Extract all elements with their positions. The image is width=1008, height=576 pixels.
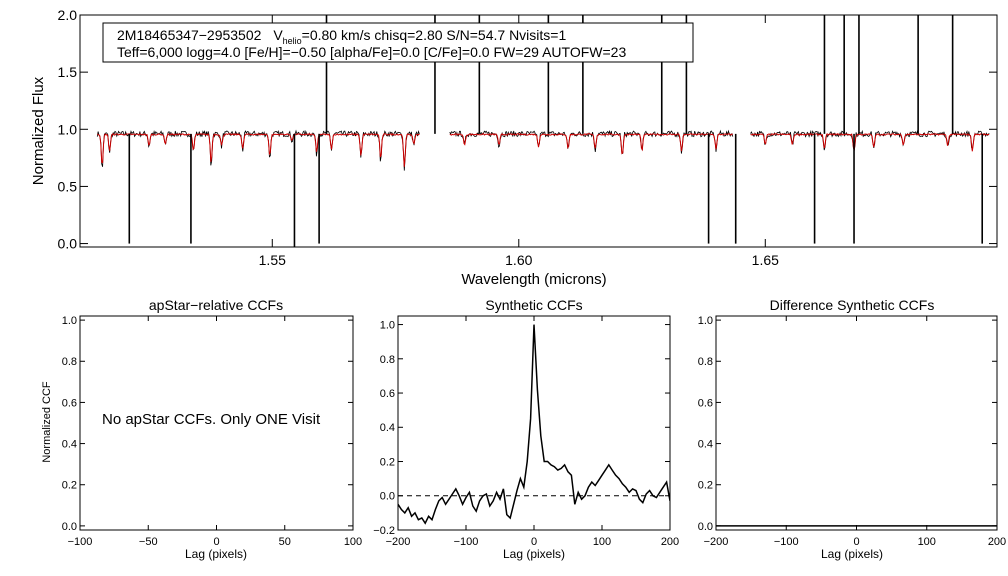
spectrum-x-axis-label: Wavelength (microns) [461, 271, 606, 288]
y-tick-label: 0.6 [62, 397, 77, 409]
synthetic-ccf-axes-frame [397, 315, 671, 531]
y-tick-label: 0.8 [698, 356, 713, 368]
y-tick-label: 0.0 [62, 521, 77, 533]
x-tick-label: 0 [213, 536, 219, 548]
apstar-ccf-ticks: −100 −50 0 50 100 0.0 0.2 0.4 0.6 0.8 1.0 [62, 315, 362, 548]
synthetic-ccf-line [398, 324, 670, 525]
y-tick-label: 0.2 [62, 480, 77, 492]
y-tick-label: 1.0 [380, 320, 395, 332]
y-tick-label: 0.2 [380, 456, 395, 468]
x-tick-label: −100 [68, 536, 93, 548]
x-tick-label: 100 [344, 536, 362, 548]
y-tick-label: 0.0 [698, 521, 713, 533]
y-tick-label: 0.5 [58, 178, 78, 194]
x-tick-label: 0 [853, 536, 859, 548]
annotation-box-frame [102, 22, 694, 63]
y-tick-label: 1.0 [698, 315, 713, 327]
y-tick-label: 0.4 [698, 439, 713, 451]
model-spectrum-line [97, 132, 420, 167]
annotation-vhelio-symbol: V [273, 27, 283, 43]
apstar-ccf-x-axis-label: Lag (pixels) [185, 547, 247, 561]
x-tick-label: 200 [988, 536, 1006, 548]
model-spectrum-line [449, 133, 733, 155]
difference-ccf-panel: Difference Synthetic CCFs −200 −100 0 100 20… [698, 297, 1006, 561]
x-tick-label: −50 [139, 536, 158, 548]
difference-ccf-title: Difference Synthetic CCFs [770, 297, 935, 313]
spectrum-annotation-box: 2M18465347−2953502 Vhelio=0.80 km/s chis… [102, 22, 694, 63]
x-tick-label: −200 [386, 536, 411, 548]
y-tick-label: 0.0 [380, 491, 395, 503]
difference-ccf-axes-frame [715, 315, 998, 531]
x-tick-label: −100 [774, 536, 799, 548]
y-tick-label: 0.8 [380, 354, 395, 366]
x-tick-label: 50 [279, 536, 291, 548]
x-tick-label: 100 [918, 536, 936, 548]
x-tick-label: 100 [593, 536, 611, 548]
y-tick-label: −0.2 [373, 525, 395, 537]
annotation-line-2: Teff=6,000 logg=4.0 [Fe/H]=−0.50 [alpha/… [117, 44, 626, 60]
annotation-line-1-rest: =0.80 km/s chisq=2.80 S/N=54.7 Nvisits=1 [302, 27, 567, 43]
synthetic-ccf-x-axis-label: Lag (pixels) [503, 547, 565, 561]
x-tick-label: 0 [531, 536, 537, 548]
x-tick-label: −100 [454, 536, 479, 548]
apstar-ccf-message: No apStar CCFs. Only ONE Visit [102, 411, 321, 428]
annotation-vhelio-subscript: helio [283, 36, 302, 46]
y-tick-label: 0.4 [62, 439, 77, 451]
y-tick-label: 0.6 [380, 388, 395, 400]
y-tick-label: 0.8 [62, 356, 77, 368]
synthetic-ccf-plot-area [398, 324, 670, 525]
spectrum-y-axis-label: Normalized Flux [30, 76, 47, 185]
y-tick-label: 0.6 [698, 397, 713, 409]
x-tick-label: 1.60 [505, 252, 532, 268]
annotation-line-1: 2M18465347−2953502 Vhelio=0.80 km/s chis… [117, 27, 566, 46]
y-tick-label: 1.0 [58, 121, 78, 137]
x-tick-label: −200 [704, 536, 729, 548]
synthetic-ccf-title: Synthetic CCFs [485, 297, 582, 313]
y-tick-label: 0.2 [698, 480, 713, 492]
x-tick-label: 1.65 [752, 252, 779, 268]
spectrum-ticks: 1.55 1.60 1.65 0.0 0.5 1.0 1.5 2.0 [58, 7, 997, 268]
spectrum-panel: 1.55 1.60 1.65 0.0 0.5 1.0 1.5 2.0 Wavelength (… [30, 7, 998, 288]
annotation-star-id: 2M18465347−2953502 [117, 27, 262, 43]
apstar-ccf-title: apStar−relative CCFs [149, 297, 283, 313]
synthetic-ccf-panel: Synthetic CCFs −200 −100 0 100 200 −0.2 0.0 0.2… [373, 297, 679, 561]
y-tick-label: 1.0 [62, 315, 77, 327]
difference-ccf-ticks: −200 −100 0 100 200 0.0 0.2 0.4 0.6 0.8 1.0 [698, 315, 1006, 548]
y-tick-label: 0.0 [58, 236, 78, 252]
observed-spectrum-line [96, 129, 420, 171]
y-tick-label: 1.5 [58, 64, 78, 80]
y-tick-label: 0.4 [380, 422, 395, 434]
x-tick-label: 200 [661, 536, 679, 548]
synthetic-ccf-ticks: −200 −100 0 100 200 −0.2 0.0 0.2 0.4 0.6 0.8 1.0 [373, 316, 679, 548]
apstar-ccf-panel: apStar−relative CCFs −100 −50 0 50 100 0.0 0.2… [41, 297, 362, 561]
model-spectrum-line [750, 132, 990, 152]
apstar-ccf-y-axis-label: Normalized CCF [41, 381, 53, 463]
difference-ccf-x-axis-label: Lag (pixels) [821, 547, 883, 561]
x-tick-label: 1.55 [259, 252, 286, 268]
spectrum-axes-frame [79, 14, 998, 248]
y-tick-label: 2.0 [58, 7, 78, 23]
